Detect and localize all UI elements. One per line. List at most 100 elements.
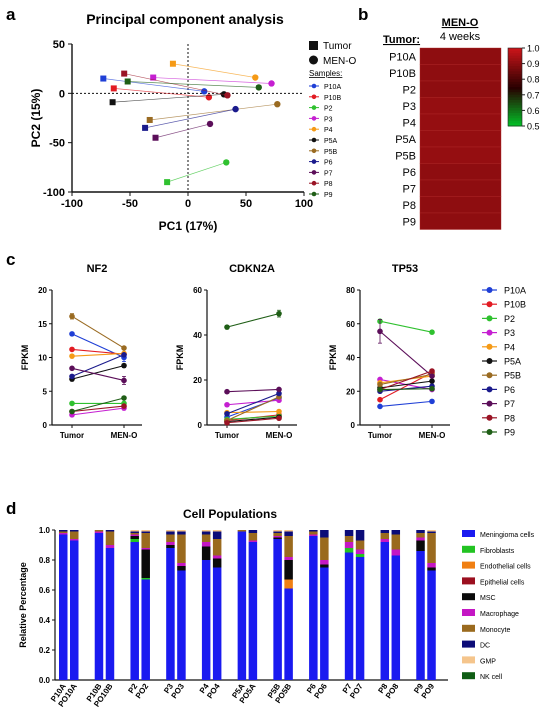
gene-chart-x-tick-label: Tumor xyxy=(215,431,239,440)
stack-segment xyxy=(94,533,104,680)
colorbar-step xyxy=(508,100,522,104)
gene-series-line xyxy=(379,370,433,391)
bars-x-tick-label: PO4 xyxy=(205,682,222,701)
panel-label-b: b xyxy=(358,5,368,24)
stack-segment xyxy=(105,530,115,532)
gene-legend-dot xyxy=(486,429,493,435)
pca-y-tick-label: -100 xyxy=(43,187,65,199)
gene-chart-y-tick-label: 80 xyxy=(346,286,355,295)
gene-series-line xyxy=(226,410,280,414)
gene-point xyxy=(276,408,282,415)
gene-point xyxy=(276,386,282,393)
stack-segment xyxy=(166,548,175,680)
colorbar-step xyxy=(508,94,522,98)
gene-legend-dot xyxy=(486,329,493,336)
pca-legend-label: P7 xyxy=(324,170,333,177)
stack-segment xyxy=(177,531,186,535)
heatmap-row-label: P9 xyxy=(403,216,416,228)
gene-point xyxy=(69,408,75,415)
heatmap-row-label: P4 xyxy=(403,117,416,129)
stack-segment xyxy=(380,539,390,542)
pca-legend-dot xyxy=(311,191,317,197)
colorbar-step xyxy=(508,61,522,65)
panel-label-d: d xyxy=(6,499,16,518)
stack-segment xyxy=(166,530,175,532)
pca-tumor-point xyxy=(152,134,159,141)
gene-chart-nf2: NF2 FPKM 0 5 10 15 20 Tumor MEN-O xyxy=(20,263,142,440)
stack-segment xyxy=(273,531,282,533)
gene-chart-x-tick-label: MEN-O xyxy=(419,431,446,440)
bars-legend-label: DC xyxy=(480,643,490,650)
gene-legend-dot xyxy=(486,372,493,379)
gene-legend-label: P5B xyxy=(504,371,521,381)
pca-link xyxy=(127,81,259,88)
gene-legend-dot xyxy=(486,400,493,407)
stack-segment xyxy=(284,588,293,680)
gene-series-line xyxy=(226,392,280,415)
gene-series-line xyxy=(71,352,125,357)
stack-segment xyxy=(391,530,401,535)
stack-segment xyxy=(416,537,425,541)
stack-segment xyxy=(248,542,258,680)
stack-segment xyxy=(320,567,329,680)
gene-legend-label: P5A xyxy=(504,357,521,367)
pca-x-tick-label: 50 xyxy=(240,198,252,210)
gene-point xyxy=(429,329,435,335)
pca-legend-label: P4 xyxy=(324,127,333,134)
bars-legend-label: Fibroblasts xyxy=(480,548,515,555)
colorbar-step xyxy=(508,55,522,59)
gene-legend: P10A P10B P2 P3 P4 P5A P5B P6 P7 P8 P9 xyxy=(482,286,526,438)
colorbar-step xyxy=(508,102,522,106)
stack-segment xyxy=(141,533,150,548)
colorbar-tick-label: 0.5 xyxy=(527,122,540,132)
stack-segment xyxy=(166,542,175,545)
bars-x-tick-label: PO7 xyxy=(348,682,365,701)
colorbar-frame xyxy=(507,47,523,127)
gene-legend-dot xyxy=(486,414,493,421)
pca-link xyxy=(155,123,211,139)
gene-series-line xyxy=(71,315,125,349)
stack-segment xyxy=(320,530,329,538)
gene-legend-dot xyxy=(486,315,493,322)
gene-series-line xyxy=(71,365,125,380)
gene-point xyxy=(224,324,230,330)
gene-point xyxy=(121,352,127,358)
gene-point xyxy=(429,368,435,374)
stack-segment xyxy=(344,530,354,536)
gene-point xyxy=(276,415,282,422)
stack-segment xyxy=(380,533,390,539)
stack-segment xyxy=(273,530,282,532)
bars-ylabel: Relative Percentage xyxy=(18,562,28,648)
pca-meno-point xyxy=(224,92,231,99)
gene-chart-y-tick-label: 10 xyxy=(38,354,47,363)
stack-segment xyxy=(309,534,318,536)
pca-y-tick-label: 50 xyxy=(53,39,65,51)
gene-point xyxy=(121,345,127,351)
pca-legend-label: P3 xyxy=(324,116,333,123)
pca-meno-point xyxy=(252,74,259,81)
gene-point xyxy=(276,390,282,397)
bars-x-tick-label: PO2 xyxy=(134,682,151,701)
gene-chart-x-tick-label: MEN-O xyxy=(111,431,138,440)
pca-legend-label: P8 xyxy=(324,181,333,188)
stack-segment xyxy=(201,531,211,535)
gene-point xyxy=(69,365,75,372)
pca-x-tick-label: -50 xyxy=(122,198,138,210)
gene-series-line xyxy=(71,397,125,413)
gene-legend-label: P6 xyxy=(504,385,515,395)
pca-legend-dot xyxy=(311,170,317,175)
pca-legend: Tumor MEN-O Samples: P10A P10B P2 P3 P4 P5A P5… xyxy=(309,41,357,199)
gene-series-line xyxy=(226,417,280,424)
gene-legend-label: P10A xyxy=(504,286,526,296)
colorbar-step xyxy=(508,92,522,96)
stack-segment xyxy=(248,540,258,542)
gene-series-line xyxy=(71,354,125,377)
heatmap-chart: MEN-O 4 weeks Tumor: P10A P10B P2 P3 P4 P5A P5… xyxy=(383,17,540,230)
gene-series-line xyxy=(71,367,125,381)
colorbar-step xyxy=(508,53,522,57)
colorbar-step xyxy=(508,113,522,117)
legend-meno-label: MEN-O xyxy=(323,56,357,67)
stack-segment xyxy=(320,560,329,565)
stack-segment xyxy=(70,540,79,680)
colorbar-step xyxy=(508,79,522,83)
